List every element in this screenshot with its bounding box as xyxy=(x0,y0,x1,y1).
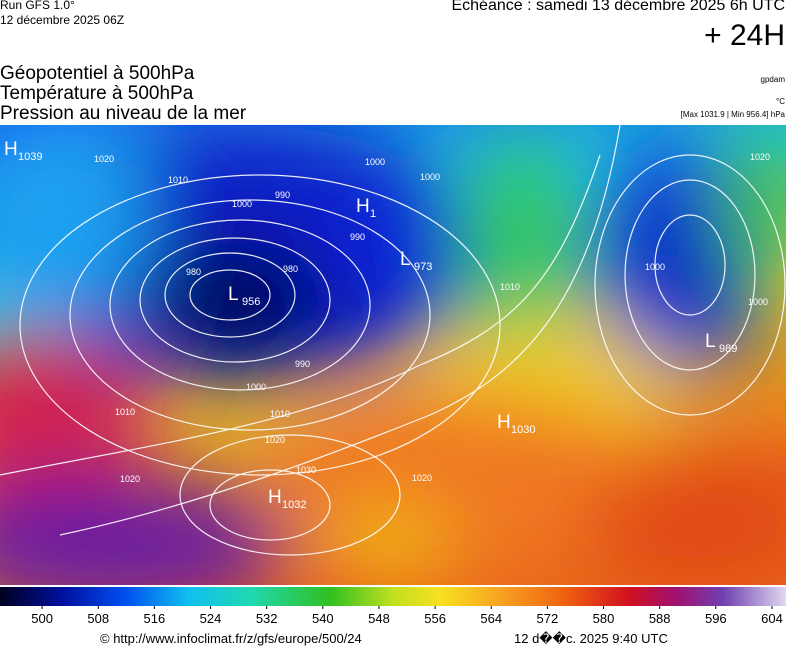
run-label: Run GFS 1.0° xyxy=(0,0,75,12)
center-value: 1032 xyxy=(282,499,306,511)
isobar-label: 1000 xyxy=(232,199,252,209)
isobar-label: 1010 xyxy=(500,282,520,292)
isobar-label: 1000 xyxy=(645,262,665,272)
center-letter: L xyxy=(228,284,239,305)
lead-time: + 24H xyxy=(704,19,785,52)
isobar-label: 1030 xyxy=(296,465,316,475)
isobar-label: 1000 xyxy=(420,172,440,182)
unit-label: gpdam xyxy=(760,75,785,84)
isobar-label: 990 xyxy=(295,359,310,369)
field-title: Pression au niveau de la mer xyxy=(0,103,247,124)
isobar-label: 1020 xyxy=(265,435,285,445)
valid-time: Echéance : samedi 13 décembre 2025 6h UT… xyxy=(451,0,785,14)
scale-label: 500 xyxy=(31,611,53,625)
isobar-label: 1000 xyxy=(365,157,385,167)
unit-label: °C xyxy=(776,97,785,106)
color-scale: 500 508 516 524 532 540 548 556 564 572 580 588 596 6… xyxy=(0,587,786,625)
field-title: Géopotentiel à 500hPa xyxy=(0,63,195,84)
isobar-label: 980 xyxy=(186,267,201,277)
isobar-label: 1000 xyxy=(246,382,266,392)
isobar-label: 1020 xyxy=(412,473,432,483)
scale-label: 548 xyxy=(368,611,390,625)
field-title: Température à 500hPa xyxy=(0,83,194,104)
footer-source: © http://www.infoclimat.fr/z/gfs/europe/… xyxy=(100,631,362,646)
scale-label: 556 xyxy=(424,611,446,625)
scale-label: 572 xyxy=(537,611,559,625)
isobar-label: 980 xyxy=(283,264,298,274)
isobar-label: 1010 xyxy=(115,407,135,417)
scale-label: 604 xyxy=(761,611,783,625)
center-value: 1 xyxy=(370,208,376,220)
center-letter: H xyxy=(497,412,511,433)
scale-label: 588 xyxy=(649,611,671,625)
center-value: 973 xyxy=(414,261,432,273)
isobar-label: 1010 xyxy=(168,175,188,185)
scale-label: 580 xyxy=(593,611,615,625)
footer-generated: 12 d��c. 2025 9:40 UTC xyxy=(514,631,668,646)
center-letter: H xyxy=(268,487,282,508)
center-letter: L xyxy=(705,331,716,352)
scale-label: 516 xyxy=(144,611,166,625)
center-value: 956 xyxy=(242,296,260,308)
isobar-label: 1010 xyxy=(270,409,290,419)
scale-label: 532 xyxy=(256,611,278,625)
isobar-label: 1000 xyxy=(748,297,768,307)
center-value: 1039 xyxy=(18,151,42,163)
isobar-label: 990 xyxy=(275,190,290,200)
scale-label: 564 xyxy=(480,611,502,625)
run-date: 12 décembre 2025 06Z xyxy=(0,13,125,27)
center-value: 1030 xyxy=(511,424,535,436)
center-letter: H xyxy=(356,196,370,217)
isobar-label: 1020 xyxy=(94,154,114,164)
center-letter: L xyxy=(400,249,411,270)
isobar-label: 1020 xyxy=(120,474,140,484)
isobar-label: 990 xyxy=(350,232,365,242)
scale-label: 508 xyxy=(87,611,109,625)
unit-label: [Max 1031.9 | Min 956.4] hPa xyxy=(680,110,785,119)
center-value: 989 xyxy=(719,343,737,355)
center-letter: H xyxy=(4,139,18,160)
scale-label: 596 xyxy=(705,611,727,625)
scale-label: 524 xyxy=(200,611,222,625)
scale-label: 540 xyxy=(312,611,334,625)
isobar-label: 1020 xyxy=(750,152,770,162)
